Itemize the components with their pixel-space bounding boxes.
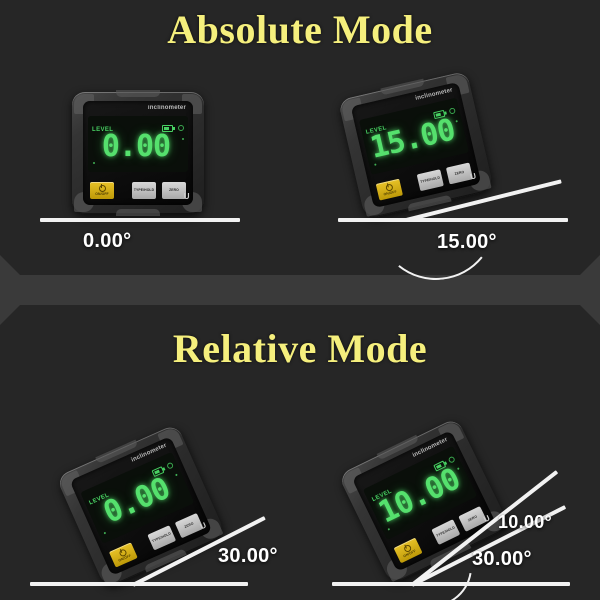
lcd-mode-label: LEVEL	[92, 127, 114, 133]
lcd-indicator-dot-icon	[93, 162, 95, 164]
angle-label-30deg-right: 30.00°	[472, 548, 532, 570]
baseline-abs-tilted	[338, 218, 568, 222]
edge-tab-icon	[116, 209, 160, 216]
lcd-indicator-dot-icon	[387, 527, 391, 531]
type-hold-button[interactable]: TYPE/HOLD	[132, 182, 156, 199]
power-button[interactable]: ON/OFF	[90, 182, 114, 199]
edge-tab-icon	[116, 90, 160, 97]
battery-icon	[162, 125, 175, 132]
lcd-screen: LEVEL 0.00	[88, 116, 188, 172]
angle-label-30deg-left: 30.00°	[218, 545, 278, 567]
caption-abs-tilted: 15.00°	[437, 231, 497, 253]
device-abs-flat[interactable]: inclinometer LEVEL 0.00 ON/OFF TYPE/HOLD…	[72, 90, 204, 216]
power-button-label: ON/OFF	[95, 191, 109, 196]
degree-symbol-icon	[178, 125, 184, 131]
brand-label: inclinometer	[147, 105, 186, 111]
baseline-abs-flat	[40, 218, 240, 222]
lcd-angle-value: 15.00	[367, 112, 459, 166]
baseline-rel-offset	[332, 582, 570, 586]
lcd-indicator-dot-icon	[182, 138, 184, 140]
section-title-relative: Relative Mode	[172, 326, 428, 371]
caption-abs-flat: 0.00°	[83, 230, 132, 252]
button-row: ON/OFF TYPE/HOLD ZERO	[88, 182, 188, 199]
angle-label-10deg-right: 10.00°	[498, 512, 553, 532]
unit-mark-icon: U	[183, 192, 190, 201]
zero-button[interactable]: ZERO	[162, 182, 186, 199]
device-face: inclinometer LEVEL 0.00 ON/OFF TYPE/HOLD…	[83, 101, 193, 205]
section-title-absolute: Absolute Mode	[167, 7, 433, 52]
lcd-indicator-dot-icon	[103, 531, 107, 535]
lcd-angle-value: 0.00	[101, 129, 171, 164]
power-icon	[98, 184, 106, 192]
